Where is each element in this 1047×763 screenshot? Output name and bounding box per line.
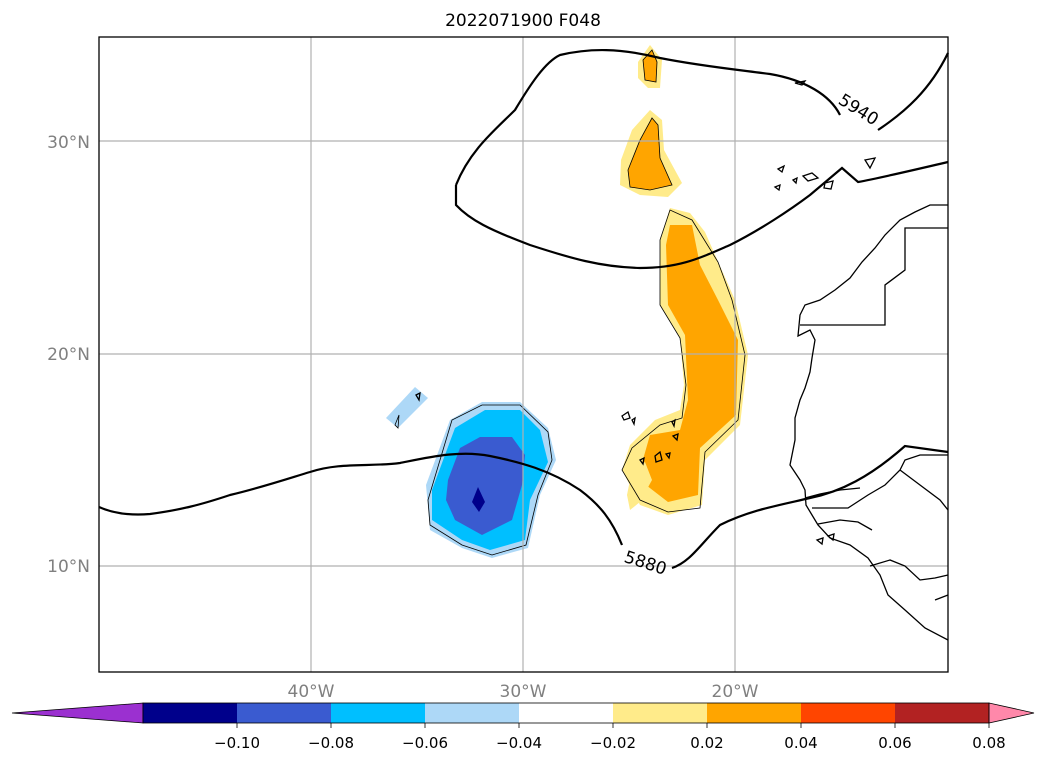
lon-labels: 40°W 30°W 20°W (288, 682, 759, 702)
colorbar-tick-label: −0.10 (214, 734, 260, 752)
colorbar-tick-label: −0.04 (496, 734, 542, 752)
positive-field (620, 45, 748, 515)
colorbar-bin (895, 703, 990, 723)
colorbar-tick-label: 0.06 (878, 734, 911, 752)
colorbar-tick-label: 0.08 (972, 734, 1005, 752)
colorbar-tick-label: 0.04 (784, 734, 817, 752)
colorbar-tick-label: −0.06 (402, 734, 448, 752)
figure-title: 2022071900 F048 (445, 11, 601, 31)
lat-label-10n: 10°N (47, 557, 90, 577)
lat-labels: 30°N 20°N 10°N (47, 133, 90, 577)
colorbar-bin (613, 703, 708, 723)
map-panel: 5940 5880 (98, 36, 949, 673)
colorbar-bin (425, 703, 520, 723)
colorbar-bin (519, 703, 614, 723)
colorbar-bin (707, 703, 802, 723)
colorbar: −0.10 −0.08 −0.06 −0.04 −0.02 0.02 0.04 0.06 0.0… (11, 702, 1035, 752)
colorbar-tick-label: 0.02 (690, 734, 723, 752)
colorbar-bin (331, 703, 426, 723)
colorbar-bin (237, 703, 332, 723)
colorbar-extend-low (11, 702, 144, 724)
colorbar-tick-label: −0.02 (590, 734, 636, 752)
lon-label-30w: 30°W (500, 682, 547, 702)
graticule (99, 37, 948, 672)
colorbar-extend-high (988, 702, 1035, 724)
colorbar-frame (142, 702, 990, 724)
lon-label-20w: 20°W (712, 682, 759, 702)
lon-label-40w: 40°W (288, 682, 335, 702)
colorbar-bin (801, 703, 896, 723)
zero-contours (394, 49, 746, 556)
colorbar-tick-label: −0.08 (308, 734, 354, 752)
lat-label-30n: 30°N (47, 133, 90, 153)
colorbar-bin (143, 703, 238, 723)
coastlines (415, 80, 949, 641)
lat-label-20n: 20°N (47, 345, 90, 365)
